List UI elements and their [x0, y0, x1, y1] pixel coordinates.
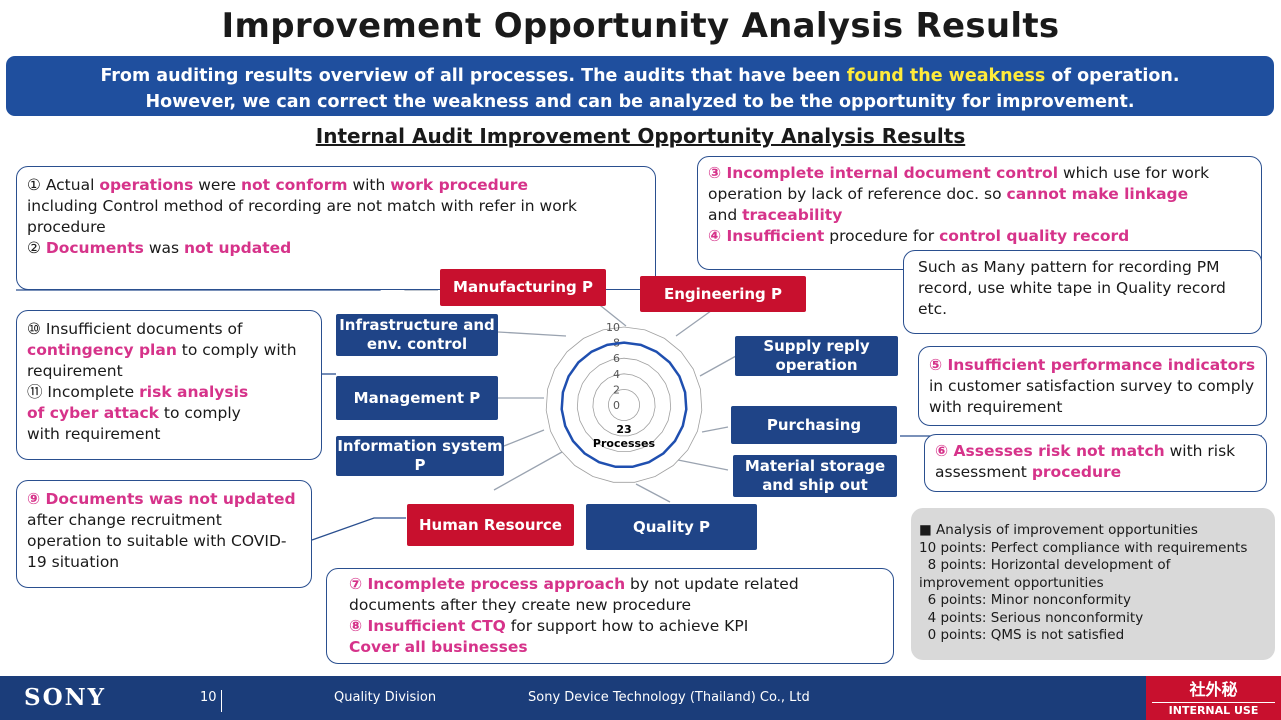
note-text: procedure for — [824, 227, 940, 245]
note-highlight: control quality record — [939, 227, 1130, 245]
radar-series — [560, 341, 688, 469]
radar-ring — [545, 326, 703, 483]
note-highlight: ④ Insufficient — [708, 227, 825, 245]
note-example: Such as Many pattern for recording PM re… — [903, 250, 1262, 334]
note-risk: ⑥ Assesses risk not match with risk asse… — [924, 434, 1267, 492]
badge-jp: 社外秘 — [1189, 680, 1238, 699]
legend-item: 6 points: Minor nonconformity — [919, 592, 1131, 608]
note-text: and — [708, 206, 743, 224]
note-highlight: ⑦ Incomplete process approach — [349, 575, 626, 593]
summary-banner: From auditing results overview of all pr… — [6, 56, 1274, 116]
note-text: with — [347, 176, 391, 194]
note-contingency: ⑩ Insufficient documents of contingency … — [16, 310, 322, 460]
note-text: for support how to achieve KPI — [505, 617, 749, 635]
internal-use-badge: 社外秘 INTERNAL USE ONLY — [1146, 676, 1281, 720]
cat-supply: Supply reply operation — [735, 336, 898, 376]
sony-logo: SONY — [24, 684, 107, 711]
radar-ring — [592, 373, 656, 437]
cat-management: Management P — [336, 376, 498, 420]
note-text: was — [143, 239, 185, 257]
legend-item: 4 points: Serious nonconformity — [919, 609, 1144, 626]
radar-ring — [607, 388, 641, 421]
note-text: which use for work operation by lack of … — [708, 164, 1210, 203]
section-subtitle: Internal Audit Improvement Opportunity A… — [315, 124, 966, 148]
note-recruitment: ⑨ Documents was not updated after change… — [16, 480, 312, 588]
banner-highlight: found the weakness — [846, 66, 1046, 86]
radar-tick-label: 2 — [613, 383, 620, 396]
cat-engineering: Engineering P — [640, 276, 806, 312]
legend-item: improvement opportunities — [919, 574, 1104, 591]
note-text: in customer satisfaction survey to compl… — [929, 377, 1255, 416]
note-highlight: ⑨ Documents was not updated — [27, 490, 296, 508]
banner-text: From auditing results overview of all pr… — [100, 66, 847, 86]
cat-human-resource: Human Resource — [407, 504, 574, 546]
note-text: Such as Many pattern for recording PM re… — [918, 258, 1226, 318]
legend-item: 8 points: Horizontal development of — [919, 557, 1171, 573]
radar-grid — [545, 326, 703, 483]
scoring-legend: ■ Analysis of improvement opportunities … — [911, 508, 1275, 660]
note-text: ⑩ Insufficient documents of — [27, 320, 243, 338]
note-text: after change recruitment operation to su… — [27, 511, 287, 571]
cat-manufacturing: Manufacturing P — [440, 269, 606, 306]
note-text: with risk assessment — [935, 442, 1236, 481]
banner-line2: However, we can correct the weakness and… — [145, 92, 1135, 112]
note-highlight: ⑧ Insufficient CTQ — [349, 617, 506, 635]
radar-series-line — [560, 341, 688, 469]
note-text: to comply with requirement — [27, 341, 297, 380]
note-highlight: procedure — [1031, 463, 1122, 481]
footer-bar: SONY 10 Quality Division Sony Device Tec… — [0, 676, 1281, 720]
note-text: ① Actual — [27, 176, 100, 194]
legend-item: 0 points: QMS is not satisfied — [919, 627, 1125, 643]
note-highlight: contingency plan — [27, 341, 177, 359]
note-text: ② — [27, 239, 46, 257]
note-text: to comply — [158, 404, 241, 422]
legend-heading: ■ Analysis of improvement opportunities — [919, 522, 1198, 538]
radar-tick-label: 6 — [613, 352, 620, 365]
footer-company: Sony Device Technology (Thailand) Co., L… — [528, 690, 810, 705]
cat-information: Information system P — [336, 436, 504, 476]
note-highlight: not conform — [240, 176, 348, 194]
page-number: 10 — [200, 690, 222, 712]
note-highlight: cannot make linkage — [1006, 185, 1189, 203]
note-highlight: ⑤ Insufficient performance indicators — [929, 356, 1256, 374]
radar-tick-label: 10 — [606, 321, 620, 334]
note-text: including Control method of recording ar… — [27, 197, 578, 236]
radar-tick-label: 0 — [613, 399, 620, 412]
note-highlight: ③ Incomplete internal document control — [708, 164, 1059, 182]
note-highlight: not updated — [184, 239, 292, 257]
footer-division: Quality Division — [334, 690, 437, 705]
note-text: by not update related documents after th… — [349, 575, 799, 614]
cat-material: Material storage and ship out — [733, 455, 897, 497]
radar-center-label: Processes — [593, 437, 656, 450]
note-process-approach: ⑦ Incomplete process approach by not upd… — [326, 568, 894, 664]
radar-ring — [576, 357, 672, 452]
cat-purchasing: Purchasing — [731, 406, 897, 444]
note-highlight: ⑥ Assesses risk not match — [935, 442, 1165, 460]
note-operations: ① Actual operations were not conform wit… — [16, 166, 656, 290]
note-highlight: of cyber attack — [27, 404, 159, 422]
note-highlight: Cover all businesses — [349, 638, 528, 656]
radar-tick-label: 4 — [613, 368, 620, 381]
note-highlight: traceability — [742, 206, 843, 224]
page-title: Improvement Opportunity Analysis Results — [221, 6, 1060, 46]
cat-quality: Quality P — [586, 504, 757, 550]
note-highlight: Documents — [45, 239, 144, 257]
banner-text: of operation. — [1045, 66, 1180, 86]
note-text: were — [193, 176, 241, 194]
legend-item: 10 points: Perfect compliance with requi… — [919, 539, 1248, 556]
note-highlight: work procedure — [390, 176, 528, 194]
note-text: with requirement — [27, 425, 161, 443]
note-performance: ⑤ Insufficient performance indicators in… — [918, 346, 1267, 426]
badge-en: INTERNAL USE ONLY — [1152, 702, 1275, 720]
cat-infrastructure: Infrastructure and env. control — [336, 314, 498, 356]
note-highlight: risk analysis — [139, 383, 249, 401]
note-text: ⑪ Incomplete — [27, 383, 140, 401]
note-highlight: operations — [99, 176, 194, 194]
radar-center-count: 23 — [616, 423, 631, 436]
